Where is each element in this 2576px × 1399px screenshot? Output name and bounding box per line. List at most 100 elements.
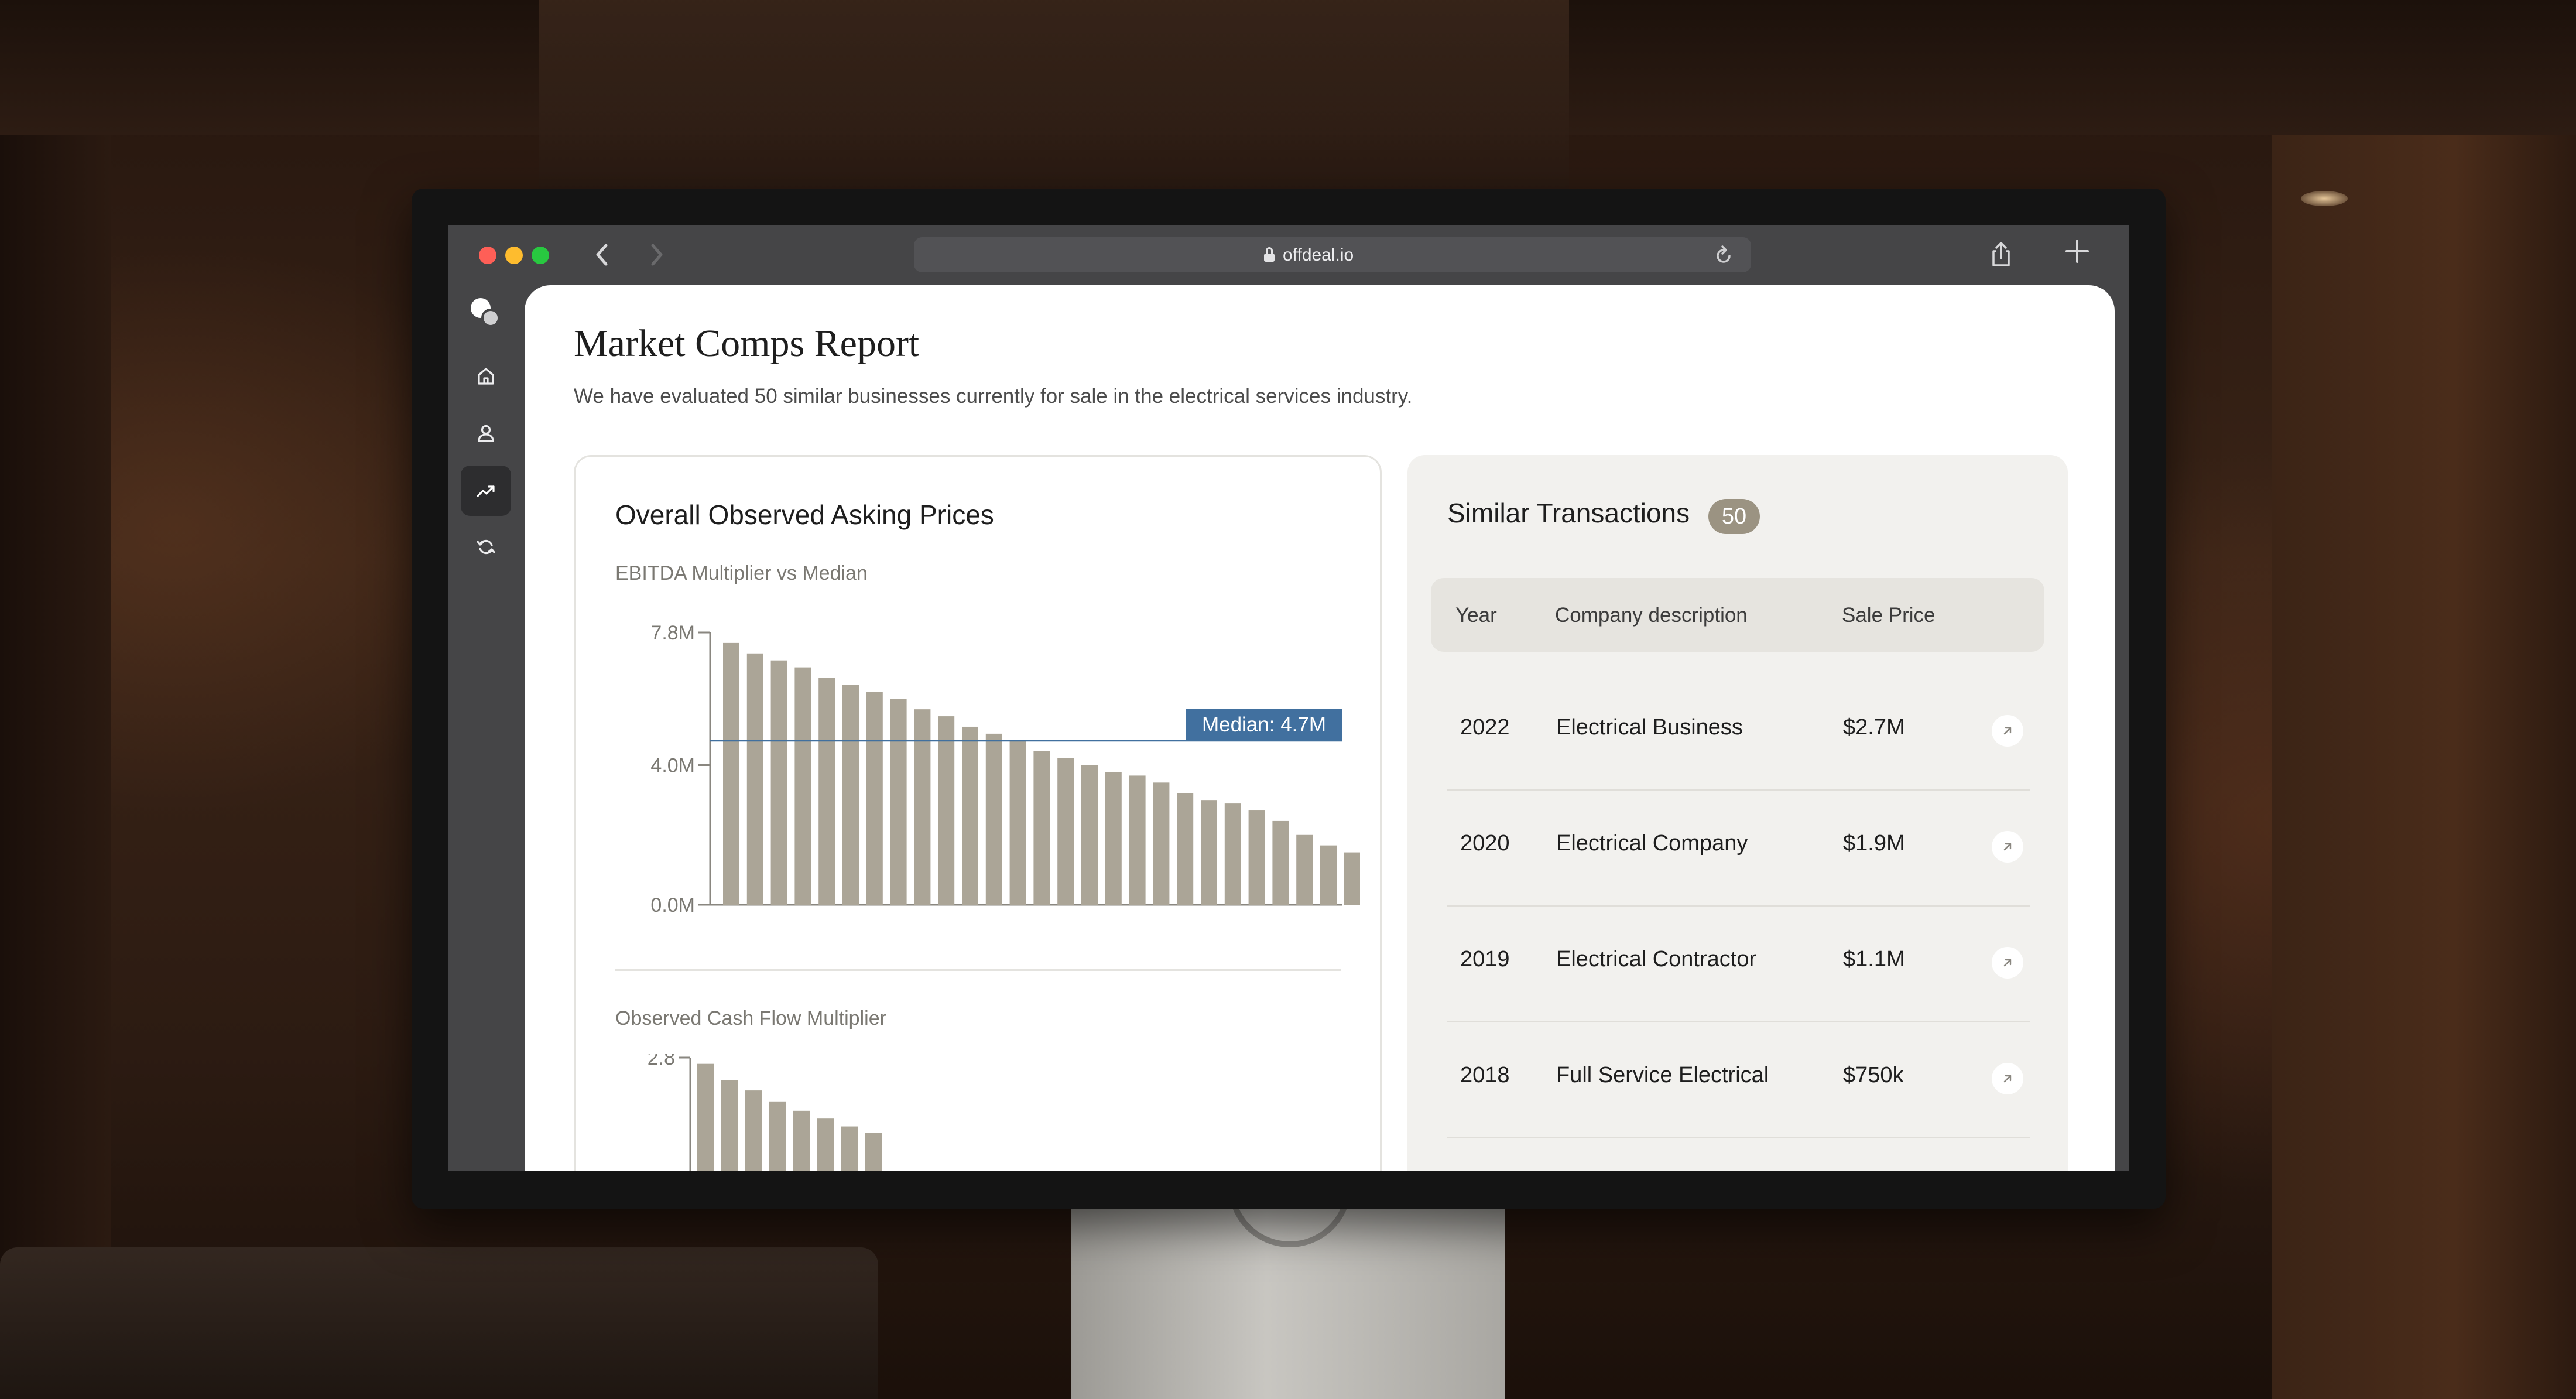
page-subtitle: We have evaluated 50 similar businesses … [574, 385, 1413, 408]
address-bar[interactable]: offdeal.io [914, 237, 1751, 272]
bar[interactable] [1272, 820, 1289, 905]
sofa [0, 1247, 878, 1399]
bar[interactable] [1129, 775, 1146, 905]
bar[interactable] [1248, 810, 1265, 905]
page-title: Market Comps Report [574, 322, 920, 365]
main-content: Market Comps Report We have evaluated 50… [525, 285, 2115, 1171]
table-row[interactable]: 2022 Electrical Business $2.7M [1447, 673, 2030, 791]
sidebar-item-home[interactable] [461, 351, 511, 401]
transactions-title: Similar Transactions [1447, 498, 1690, 528]
bar[interactable] [866, 692, 883, 905]
arrow-up-right-icon[interactable] [1992, 715, 2023, 747]
bar[interactable] [1201, 800, 1217, 905]
sidebar-item-market[interactable] [461, 466, 511, 516]
sidebar-item-sync[interactable] [461, 522, 511, 572]
back-button[interactable] [588, 238, 617, 271]
ceiling-light [2301, 191, 2348, 206]
bar[interactable] [865, 1133, 882, 1171]
arrow-up-right-icon[interactable] [1992, 831, 2023, 863]
bar[interactable] [1057, 758, 1074, 905]
bar[interactable] [770, 660, 787, 905]
y-tick-label: 0.0M [650, 894, 695, 916]
bar[interactable] [914, 709, 931, 905]
column-header-price[interactable]: Sale Price [1842, 604, 1936, 627]
row-year: 2022 [1460, 715, 1510, 740]
bar[interactable] [1009, 740, 1026, 905]
median-label-box [1186, 709, 1342, 741]
bar[interactable] [1177, 793, 1194, 905]
bar[interactable] [697, 1063, 714, 1171]
cash-flow-bar-chart: 2.8 [648, 1054, 882, 1171]
row-description: Electrical Company [1556, 831, 1748, 856]
doorway [539, 0, 1569, 193]
row-year: 2019 [1460, 947, 1510, 972]
column-header-description[interactable]: Company description [1555, 604, 1748, 627]
row-price: $750k [1843, 1063, 1904, 1087]
bar[interactable] [794, 667, 811, 905]
bar[interactable] [938, 716, 955, 905]
row-price: $1.9M [1843, 831, 1905, 856]
wall-panel-left [0, 135, 111, 1399]
close-window-button[interactable] [479, 247, 496, 264]
trending-up-icon [477, 485, 495, 497]
chevron-left-icon [596, 244, 608, 266]
bar[interactable] [1105, 772, 1122, 905]
bar[interactable] [746, 653, 763, 905]
share-icon[interactable] [1989, 241, 2013, 275]
minimize-window-button[interactable] [505, 247, 523, 264]
table-row[interactable]: 2020 Electrical Company $1.9M [1447, 789, 2030, 907]
screen: offdeal.io Market Comps Report We hav [448, 225, 2129, 1171]
row-year: 2018 [1460, 1063, 1510, 1087]
app-sidebar [448, 285, 522, 1171]
bar[interactable] [1344, 852, 1360, 905]
bar[interactable] [1153, 782, 1170, 905]
table-row[interactable]: 2019 Electrical Contractor $1.1M [1447, 905, 2030, 1022]
row-description: Electrical Business [1556, 715, 1743, 740]
y-tick-label: 4.0M [650, 755, 695, 777]
plus-icon[interactable] [2064, 234, 2090, 276]
row-price: $2.7M [1843, 715, 1905, 740]
bar[interactable] [842, 685, 859, 905]
row-year: 2020 [1460, 831, 1510, 856]
app-logo[interactable] [471, 298, 502, 330]
asking-prices-card: Overall Observed Asking Prices EBITDA Mu… [574, 455, 1382, 1171]
bar[interactable] [721, 1080, 738, 1171]
bar[interactable] [793, 1110, 810, 1171]
chart-subtitle: EBITDA Multiplier vs Median [615, 562, 868, 584]
bar[interactable] [817, 1118, 834, 1171]
bar[interactable] [1224, 803, 1241, 905]
transactions-count-badge: 50 [1708, 499, 1760, 534]
bar[interactable] [769, 1101, 786, 1171]
bar[interactable] [985, 733, 1002, 905]
bar[interactable] [962, 726, 978, 905]
bar[interactable] [841, 1126, 858, 1171]
zoom-window-button[interactable] [532, 247, 549, 264]
sidebar-item-profile[interactable] [461, 408, 511, 459]
column-header-year[interactable]: Year [1455, 604, 1497, 627]
bar[interactable] [1320, 845, 1337, 905]
row-price: $1.1M [1843, 947, 1905, 972]
bar[interactable] [1296, 834, 1313, 905]
ebitda-bar-chart: 7.8M 4.0M 0.0M Median: 4.7M [650, 622, 1360, 916]
bar[interactable] [818, 678, 835, 905]
home-icon [478, 368, 494, 385]
bar[interactable] [890, 699, 907, 905]
arrow-up-right-icon[interactable] [1992, 1063, 2023, 1094]
reload-icon[interactable] [1714, 243, 1734, 272]
similar-transactions-card: Similar Transactions 50 Year Company des… [1407, 455, 2068, 1171]
bar[interactable] [1033, 751, 1050, 905]
bar[interactable] [723, 642, 739, 905]
bar[interactable] [745, 1090, 762, 1171]
row-description: Full Service Electrical [1556, 1063, 1769, 1087]
sync-icon [477, 539, 495, 555]
user-icon [478, 425, 494, 442]
arrow-up-right-icon[interactable] [1992, 947, 2023, 979]
chevron-right-icon [651, 244, 663, 266]
forward-button[interactable] [642, 238, 671, 271]
row-description: Electrical Contractor [1556, 947, 1757, 972]
wall-panel-right [2272, 135, 2576, 1399]
bar[interactable] [1081, 765, 1098, 905]
card-title: Overall Observed Asking Prices [615, 500, 994, 530]
table-row[interactable]: 2018 Full Service Electrical $750k [1447, 1021, 2030, 1138]
browser-toolbar: offdeal.io [448, 225, 2129, 285]
